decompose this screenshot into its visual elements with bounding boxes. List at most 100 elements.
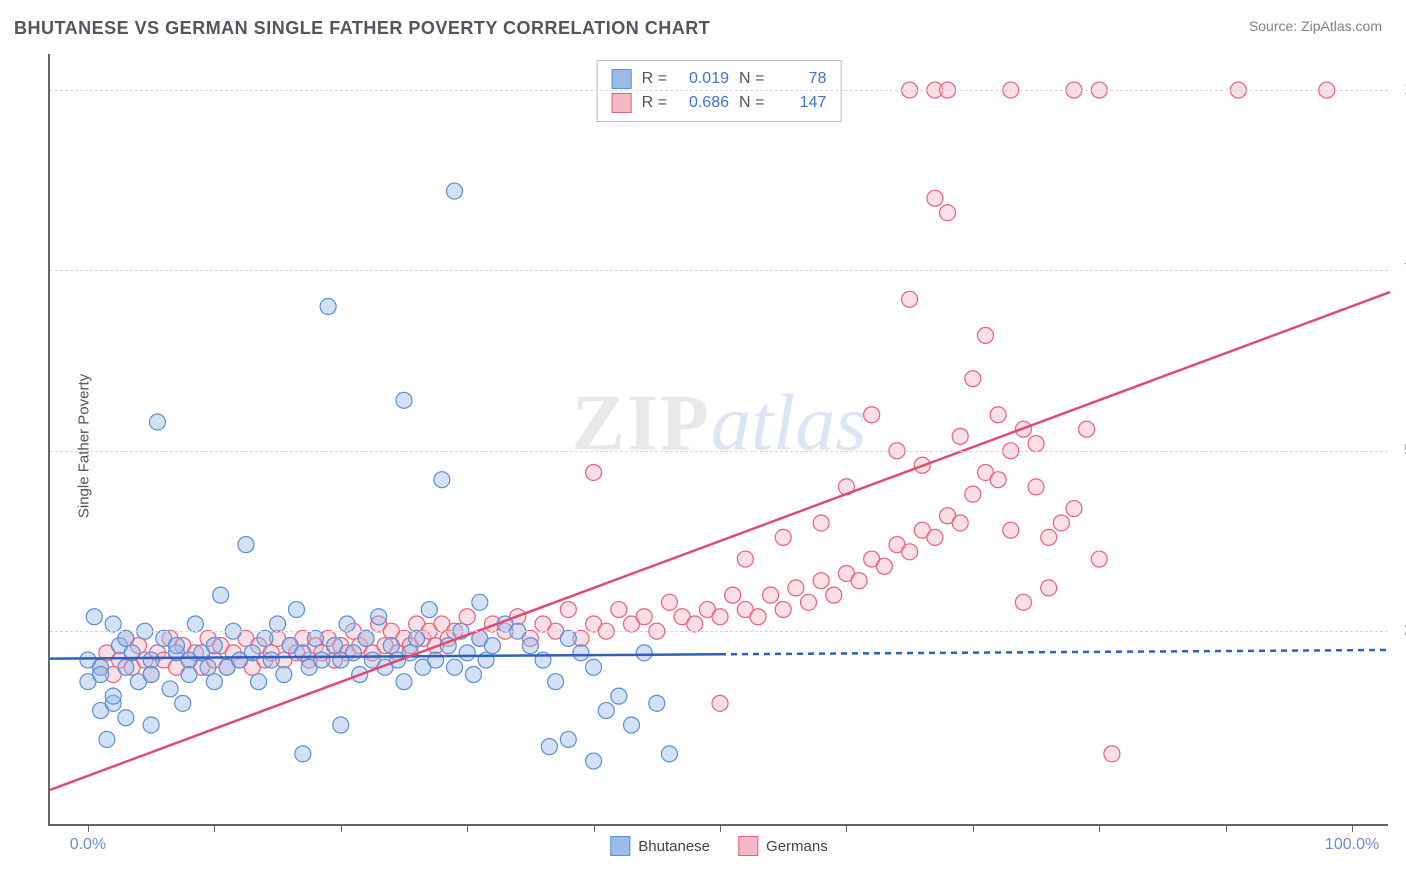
data-point (775, 602, 791, 618)
data-point (586, 464, 602, 480)
data-point (187, 616, 203, 632)
data-point (927, 529, 943, 545)
data-point (548, 674, 564, 690)
stat-n: 78 (774, 70, 826, 88)
data-point (478, 652, 494, 668)
ytick-label: 100.0% (1392, 81, 1406, 99)
data-point (396, 392, 412, 408)
legend-item: Bhutanese (610, 836, 710, 856)
chart-area: ZIPatlas R =0.019N =78R =0.686N =147 Bhu… (48, 54, 1388, 826)
data-point (200, 659, 216, 675)
data-point (586, 659, 602, 675)
data-point (1104, 746, 1120, 762)
data-point (864, 407, 880, 423)
data-point (800, 594, 816, 610)
data-point (725, 587, 741, 603)
data-point (560, 731, 576, 747)
gridline (50, 90, 1388, 91)
data-point (750, 609, 766, 625)
data-point (598, 703, 614, 719)
data-point (573, 645, 589, 661)
data-point (990, 472, 1006, 488)
gridline (50, 631, 1388, 632)
swatch (612, 69, 632, 89)
xtick (973, 824, 974, 832)
data-point (143, 666, 159, 682)
data-point (447, 659, 463, 675)
data-point (636, 645, 652, 661)
data-point (1066, 501, 1082, 517)
data-point (238, 537, 254, 553)
data-point (560, 630, 576, 646)
xtick-label: 100.0% (1325, 836, 1379, 854)
xtick (720, 824, 721, 832)
data-point (763, 587, 779, 603)
data-point (1028, 479, 1044, 495)
data-point (93, 666, 109, 682)
data-point (851, 573, 867, 589)
data-point (459, 609, 475, 625)
data-point (421, 602, 437, 618)
data-point (990, 407, 1006, 423)
chart-title: BHUTANESE VS GERMAN SINGLE FATHER POVERT… (14, 18, 710, 39)
xtick (1352, 824, 1353, 832)
data-point (1015, 594, 1031, 610)
data-point (902, 291, 918, 307)
stat-label: R = (642, 94, 667, 112)
legend-label: Germans (766, 838, 828, 855)
swatch (610, 836, 630, 856)
data-point (143, 717, 159, 733)
data-point (1091, 551, 1107, 567)
data-point (143, 652, 159, 668)
ytick-label: 75.0% (1392, 261, 1406, 279)
data-point (289, 602, 305, 618)
data-point (326, 638, 342, 654)
data-point (661, 594, 677, 610)
data-point (826, 587, 842, 603)
ytick-label: 50.0% (1392, 442, 1406, 460)
data-point (649, 695, 665, 711)
data-point (522, 638, 538, 654)
gridline (50, 270, 1388, 271)
source-label: Source: ZipAtlas.com (1249, 18, 1382, 34)
data-point (541, 739, 557, 755)
data-point (358, 630, 374, 646)
xtick (846, 824, 847, 832)
data-point (270, 616, 286, 632)
data-point (345, 645, 361, 661)
data-point (206, 674, 222, 690)
legend-bottom: Bhutanese Germans (610, 836, 827, 856)
data-point (712, 695, 728, 711)
data-point (1028, 436, 1044, 452)
data-point (428, 652, 444, 668)
data-point (1041, 529, 1057, 545)
data-point (168, 638, 184, 654)
data-point (902, 544, 918, 560)
stat-r: 0.686 (677, 94, 729, 112)
data-point (876, 558, 892, 574)
data-point (213, 587, 229, 603)
data-point (105, 688, 121, 704)
data-point (1079, 421, 1095, 437)
data-point (459, 645, 475, 661)
xtick (1099, 824, 1100, 832)
data-point (251, 674, 267, 690)
data-point (940, 205, 956, 221)
data-point (484, 638, 500, 654)
data-point (1053, 515, 1069, 531)
xtick (341, 824, 342, 832)
data-point (333, 717, 349, 733)
legend-item: Germans (738, 836, 828, 856)
data-point (257, 630, 273, 646)
data-point (465, 666, 481, 682)
stat-n: 147 (774, 94, 826, 112)
xtick (467, 824, 468, 832)
stat-label: R = (642, 70, 667, 88)
data-point (447, 183, 463, 199)
xtick (214, 824, 215, 832)
data-point (409, 630, 425, 646)
xtick-label: 0.0% (70, 836, 106, 854)
data-point (661, 746, 677, 762)
data-point (1041, 580, 1057, 596)
data-point (86, 609, 102, 625)
